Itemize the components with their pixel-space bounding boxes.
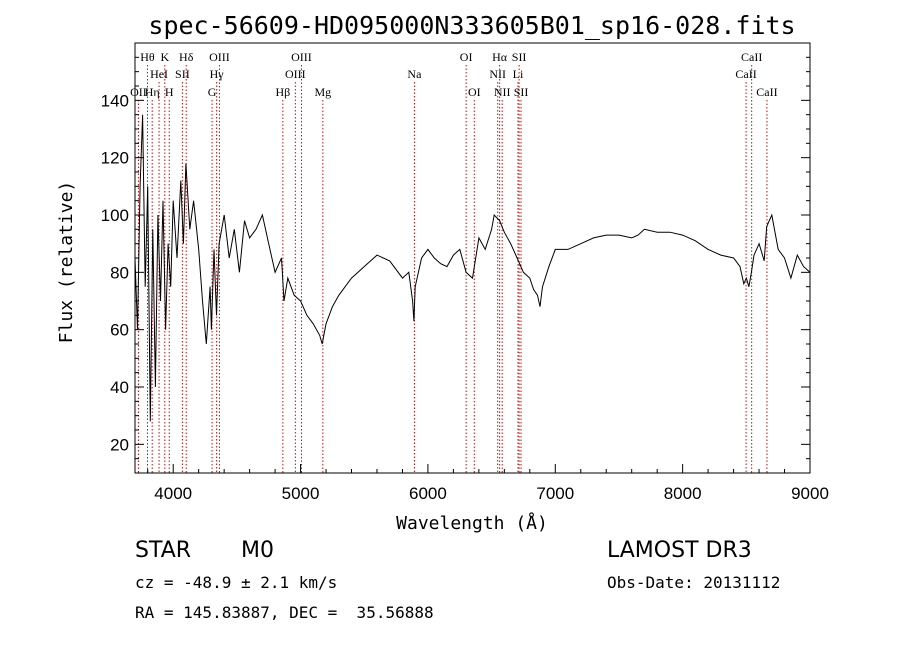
y-tick-label: 140	[101, 91, 129, 110]
x-tick-label: 4000	[154, 484, 192, 503]
y-tick-label: 100	[101, 206, 129, 225]
y-tick-label: 60	[110, 321, 129, 340]
spectrum-line	[135, 115, 810, 422]
line-marker-label: HeI	[150, 67, 168, 81]
y-tick-label: 20	[110, 435, 129, 454]
line-marker-label: Hδ	[179, 50, 194, 64]
line-marker-label: SII	[175, 67, 190, 81]
line-marker-label: Na	[407, 67, 422, 81]
object-subclass: M0	[241, 538, 274, 563]
line-marker-label: Hγ	[210, 67, 225, 81]
coordinates: RA = 145.83887, DEC = 35.56888	[135, 603, 434, 622]
line-marker-label: OIII	[285, 67, 306, 81]
line-marker-label: CaII	[741, 50, 762, 64]
y-tick-label: 120	[101, 149, 129, 168]
line-marker-label: Hα	[492, 50, 508, 64]
line-marker-label: Mg	[315, 85, 332, 99]
line-marker-label: OIII	[209, 50, 230, 64]
object-class: STAR	[135, 538, 191, 563]
line-marker-label: OI	[468, 85, 481, 99]
x-tick-label: 6000	[409, 484, 447, 503]
survey-name: LAMOST DR3	[607, 538, 752, 563]
line-marker-label: NII	[489, 67, 506, 81]
y-axis-ticks: 20 40 60 80 100 120 140	[101, 57, 810, 458]
x-tick-label: 5000	[282, 484, 320, 503]
y-tick-label: 40	[110, 378, 129, 397]
line-marker-label: NII	[494, 85, 511, 99]
x-tick-label: 9000	[791, 484, 829, 503]
line-marker-label: OIII	[291, 50, 312, 64]
line-marker-label: SII	[514, 85, 529, 99]
line-marker-label: Hη	[145, 85, 160, 99]
chart-title: spec-56609-HD095000N333605B01_sp16-028.f…	[148, 11, 795, 40]
line-marker-label: OI	[460, 50, 473, 64]
line-marker-label: Hβ	[275, 85, 290, 99]
x-tick-label: 7000	[536, 484, 574, 503]
x-axis-ticks: 4000 5000 6000 7000 8000 9000	[148, 464, 829, 503]
y-tick-label: 80	[110, 263, 129, 282]
line-marker-label: Hθ	[140, 50, 155, 64]
line-marker-label: CaII	[735, 67, 756, 81]
line-marker-label: K	[160, 50, 169, 64]
line-markers: OIIHθHηHeIKHSIIHδGHγOIIIHβOIIIOIIIMgNaOI…	[130, 50, 778, 473]
y-axis-label: Flux (relative)	[56, 181, 77, 344]
obs-date: Obs-Date: 20131112	[607, 573, 780, 592]
line-marker-label: G	[208, 85, 217, 99]
line-marker-label: SII	[512, 50, 527, 64]
redshift-value: cz = -48.9 ± 2.1 km/s	[135, 573, 337, 592]
plot-frame	[135, 43, 810, 473]
line-marker-label: Li	[513, 67, 524, 81]
line-marker-label: H	[165, 85, 174, 99]
x-axis-label: Wavelength (Å)	[396, 512, 548, 534]
line-marker-label: CaII	[756, 85, 777, 99]
x-tick-label: 8000	[664, 484, 702, 503]
